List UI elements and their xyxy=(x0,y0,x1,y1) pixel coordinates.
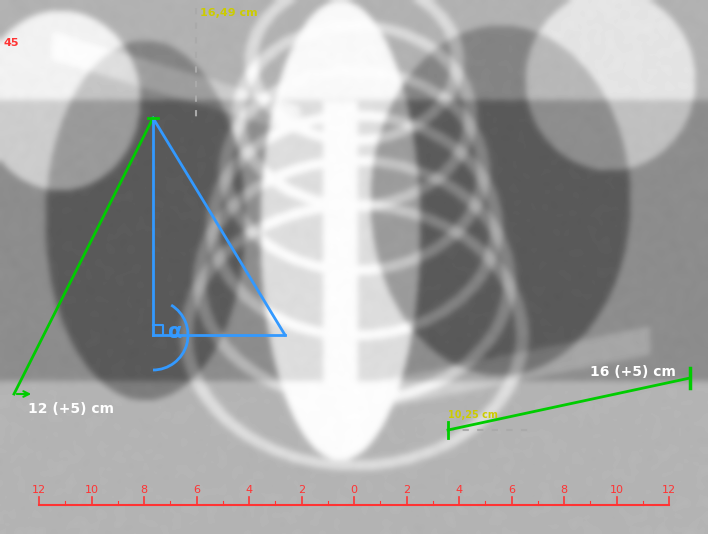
Text: 12 (+5) cm: 12 (+5) cm xyxy=(28,402,114,416)
Text: 6: 6 xyxy=(193,485,200,495)
Text: 16,49 cm: 16,49 cm xyxy=(200,8,258,18)
Text: 12: 12 xyxy=(662,485,676,495)
Text: α: α xyxy=(168,322,183,342)
Text: 10: 10 xyxy=(84,485,98,495)
Text: 10: 10 xyxy=(610,485,624,495)
Text: 10,25 cm: 10,25 cm xyxy=(448,410,498,420)
Text: 0: 0 xyxy=(350,485,358,495)
Text: 4: 4 xyxy=(455,485,462,495)
Text: 16 (+5) cm: 16 (+5) cm xyxy=(590,365,676,379)
Text: 2: 2 xyxy=(403,485,410,495)
Text: 8: 8 xyxy=(561,485,568,495)
Text: 8: 8 xyxy=(140,485,147,495)
Text: 45: 45 xyxy=(4,38,20,48)
Text: 6: 6 xyxy=(508,485,515,495)
Text: 2: 2 xyxy=(298,485,305,495)
Text: 4: 4 xyxy=(246,485,253,495)
Text: 12: 12 xyxy=(32,485,46,495)
